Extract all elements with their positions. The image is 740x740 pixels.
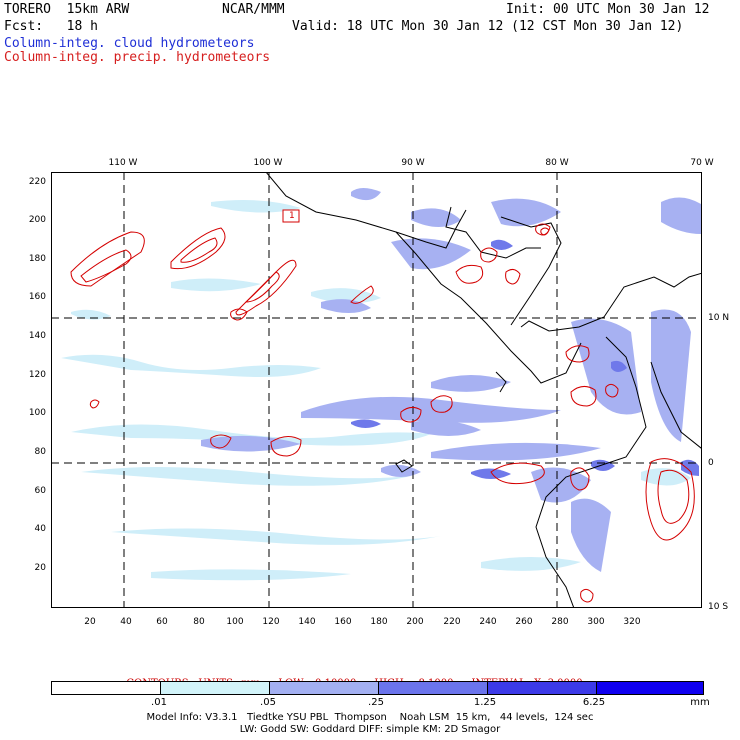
field-precip-label: Column-integ. precip. hydrometeors	[4, 50, 271, 65]
station-marker	[282, 209, 300, 223]
lon-label: 80 W	[545, 158, 569, 168]
grid-x-label: 240	[479, 617, 497, 627]
grid-x-label: 300	[587, 617, 605, 627]
model-title: TORERO 15km ARW	[4, 2, 130, 17]
lat-label: 10 S	[708, 602, 729, 612]
colorbar-bin	[52, 682, 161, 694]
grid-x-label: 60	[156, 617, 168, 627]
lon-label: 100 W	[253, 158, 283, 168]
grid-x-label: 220	[443, 617, 461, 627]
colorbar-tick: .25	[368, 697, 384, 708]
precip-contours	[70, 223, 695, 603]
colorbar-units: mm	[690, 697, 710, 708]
map-frame	[51, 172, 702, 608]
model-info-line2: LW: Godd SW: Goddard DIFF: simple KM: 2D…	[239, 724, 501, 735]
colorbar-tick: .05	[260, 697, 276, 708]
grid-y-label: 40	[34, 524, 46, 534]
grid-x-label: 120	[262, 617, 280, 627]
grid-x-label: 320	[623, 617, 641, 627]
grid-x-label: 160	[334, 617, 352, 627]
grid-x-label: 280	[551, 617, 569, 627]
grid-y-label: 120	[28, 370, 46, 380]
cloud-light-field	[61, 200, 691, 581]
field-cloud-label: Column-integ. cloud hydrometeors	[4, 36, 255, 51]
colorbar-tick: 6.25	[582, 697, 606, 708]
grid-y-label: 20	[34, 563, 46, 573]
grid-y-label: 160	[28, 292, 46, 302]
grid-x-label: 80	[193, 617, 205, 627]
grid-y-label: 140	[28, 331, 46, 341]
colorbar-bin	[488, 682, 597, 694]
grid-x-label: 200	[406, 617, 424, 627]
init-time: Init: 00 UTC Mon 30 Jan 12	[506, 2, 710, 17]
colorbar-bin	[597, 682, 703, 694]
grid-x-label: 20	[84, 617, 96, 627]
colorbar	[51, 681, 704, 695]
lon-label: 110 W	[108, 158, 138, 168]
grid-x-label: 100	[226, 617, 244, 627]
colorbar-tick: 1.25	[473, 697, 497, 708]
colorbar-bin	[161, 682, 270, 694]
grid-y-label: 80	[34, 447, 46, 457]
lon-label: 70 W	[690, 158, 714, 168]
organization-label: NCAR/MMM	[222, 2, 285, 17]
grid-y-label: 180	[28, 254, 46, 264]
grid-y-label: 60	[34, 486, 46, 496]
forecast-map	[51, 172, 702, 608]
forecast-hour: Fcst: 18 h	[4, 19, 98, 34]
grid-y-label: 220	[28, 177, 46, 187]
station-label: 1	[289, 211, 295, 221]
colorbar-tick: .01	[151, 697, 167, 708]
grid-x-label: 40	[120, 617, 132, 627]
grid-x-label: 140	[298, 617, 316, 627]
grid-x-label: 260	[515, 617, 533, 627]
lat-label: 0	[708, 458, 714, 468]
graticule	[51, 172, 702, 608]
model-info-line1: Model Info: V3.3.1 Tiedtke YSU PBL Thomp…	[146, 712, 594, 723]
grid-y-label: 100	[28, 408, 46, 418]
colorbar-bin	[270, 682, 379, 694]
colorbar-bin	[379, 682, 488, 694]
valid-time: Valid: 18 UTC Mon 30 Jan 12 (12 CST Mon …	[292, 19, 684, 34]
lat-label: 10 N	[708, 313, 730, 323]
lon-label: 90 W	[401, 158, 425, 168]
grid-x-label: 180	[370, 617, 388, 627]
grid-y-label: 200	[28, 215, 46, 225]
